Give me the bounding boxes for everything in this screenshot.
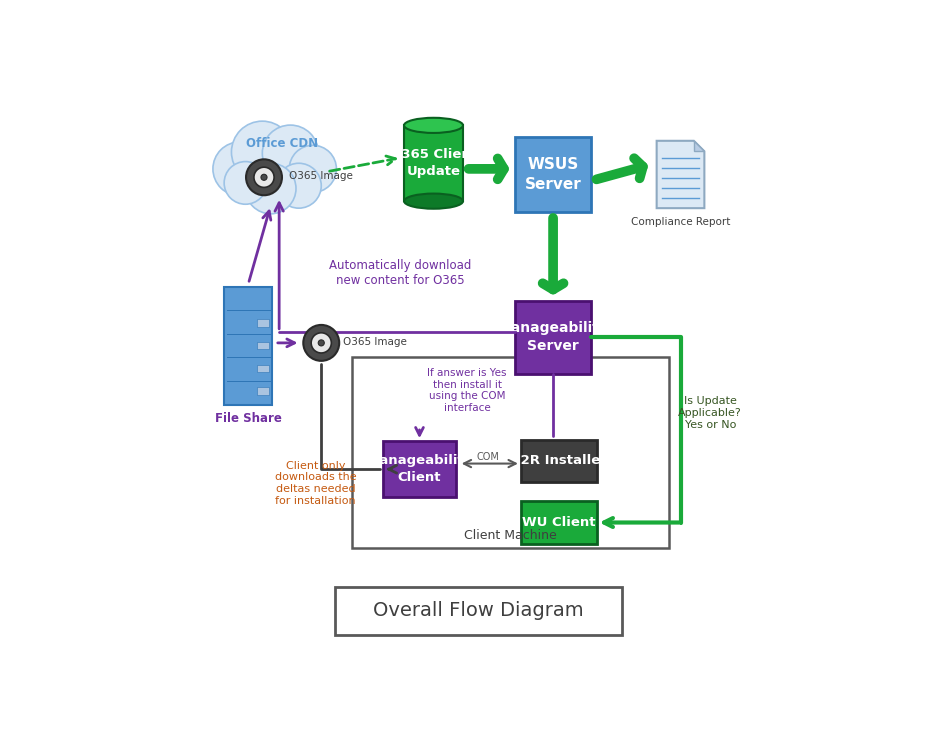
Text: WSUS
Server: WSUS Server [525,157,581,192]
Text: C2R Installer: C2R Installer [511,454,607,467]
Text: Overall Flow Diagram: Overall Flow Diagram [373,601,584,620]
Circle shape [261,174,267,180]
Text: O365 Client
Update: O365 Client Update [390,148,477,179]
Text: O365 Image: O365 Image [288,171,352,182]
FancyBboxPatch shape [516,136,591,212]
Text: File Share: File Share [215,412,282,425]
Circle shape [289,145,336,192]
FancyBboxPatch shape [521,502,596,544]
Text: Office CDN: Office CDN [246,137,318,150]
Bar [404,125,463,201]
Ellipse shape [404,118,463,133]
FancyBboxPatch shape [516,301,591,374]
Circle shape [303,325,339,361]
FancyBboxPatch shape [224,286,272,405]
Text: Is Update
Applicable?
Yes or No: Is Update Applicable? Yes or No [678,397,742,429]
FancyBboxPatch shape [257,364,269,372]
Polygon shape [656,141,704,208]
FancyBboxPatch shape [335,587,622,635]
Text: O365 Image: O365 Image [343,337,407,347]
Text: Manageability
Server: Manageability Server [498,321,608,354]
FancyBboxPatch shape [257,319,269,327]
Circle shape [262,125,318,182]
FancyBboxPatch shape [521,440,596,482]
FancyBboxPatch shape [257,342,269,349]
Text: Automatically download
new content for O365: Automatically download new content for O… [329,259,471,286]
Circle shape [311,332,331,353]
Circle shape [254,167,274,187]
Circle shape [245,163,296,214]
Text: WU Client: WU Client [522,516,595,529]
Text: Client only
downloads the
deltas needed
for installation: Client only downloads the deltas needed … [275,461,357,506]
Text: If answer is Yes
then install it
using the COM
interface: If answer is Yes then install it using t… [427,368,507,413]
Circle shape [213,142,267,196]
Circle shape [224,162,267,204]
Circle shape [231,121,293,183]
FancyBboxPatch shape [352,357,670,547]
Circle shape [246,160,282,195]
Circle shape [318,340,324,346]
Ellipse shape [404,194,463,208]
Text: COM: COM [477,452,500,462]
Circle shape [276,163,321,208]
FancyBboxPatch shape [257,388,269,394]
Polygon shape [694,141,704,152]
Text: Manageability
Client: Manageability Client [366,454,472,484]
Text: Client Machine: Client Machine [464,529,557,542]
Text: Compliance Report: Compliance Report [631,217,731,227]
FancyBboxPatch shape [383,441,456,497]
